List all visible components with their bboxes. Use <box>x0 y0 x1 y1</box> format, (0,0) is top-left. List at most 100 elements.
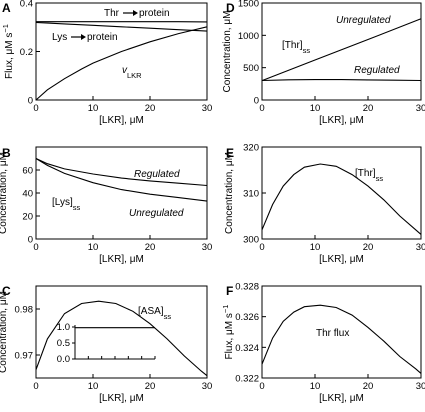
panel-e-y-tick-label: 320 <box>243 143 259 154</box>
series-label-lys-ss: [Lys]ss <box>52 197 81 212</box>
panel-e-x-tick-label: 0 <box>259 242 264 253</box>
panel-f-frame <box>261 285 422 379</box>
panel-e-x-tick-label: 20 <box>363 242 374 253</box>
panel-f-chart: 0 10 20 30 0.322 0.324 0.326 0.328 [LKR], μM Flux… <box>221 282 425 405</box>
panel-b-frame <box>35 146 208 240</box>
panel-label-f: F <box>226 284 233 298</box>
panel-b-series-line-0 <box>35 157 208 187</box>
panel-d-x-axis-label: [LKR], μM <box>319 115 364 126</box>
panel-d-y-tick-label: 1000 <box>238 31 259 42</box>
panel-d-y-tick-label: 0 <box>254 96 259 107</box>
panel-e-y-tick-label: 300 <box>243 235 259 246</box>
panel-f-y-tick-label: 0.328 <box>235 282 259 293</box>
panel-d-y-axis-label: Concentration, μM <box>222 11 233 93</box>
panel-d-x-tick-label: 0 <box>259 103 264 114</box>
series-label-unregulated: Unregulated <box>129 208 184 219</box>
arrowhead-icon <box>81 34 86 40</box>
panel-e-y-axis-label: Concentration, μM <box>224 152 235 234</box>
panel-b-x-tick-label: 20 <box>145 242 156 253</box>
panel-b-y-axis-label: Concentration, μM <box>0 152 9 234</box>
series-label-thr-flux: Thr flux <box>316 328 349 339</box>
arrowhead-icon <box>133 10 138 16</box>
panel-b-y-tick-label: 40 <box>22 189 33 200</box>
panel-c-chart: 0 10 20 30 0.97 0.98 [LKR], μM Concentration, μ… <box>0 285 212 404</box>
panel-label-c: C <box>2 284 11 298</box>
panel-d-x-tick-label: 10 <box>310 103 321 114</box>
panel-e-chart: 0 10 20 30 300 310 320 [LKR], μM Concentration, … <box>224 143 425 266</box>
panel-b-y-tick-label: 0 <box>28 235 33 246</box>
panel-c-x-tick-label: 10 <box>88 381 99 392</box>
series-label-regulated: Regulated <box>354 65 400 76</box>
panel-f-y-tick-label: 0.326 <box>235 312 259 323</box>
series-label-thr-ss: [Thr]ss <box>355 168 383 183</box>
panel-label-b: B <box>2 146 11 160</box>
panel-b-y-tick-label: 20 <box>22 212 33 223</box>
inset-chart: 0.0 0.5 1.0 <box>57 322 156 365</box>
panel-d-y-tick-label: 500 <box>243 63 259 74</box>
panel-f-x-axis-label: [LKR], μM <box>319 393 364 404</box>
panel-b-x-tick-label: 30 <box>202 242 213 253</box>
panel-f-series-line-0 <box>261 304 422 374</box>
panel-f-x-tick-label: 30 <box>416 381 425 392</box>
inset-y-tick-label: 1.0 <box>57 322 70 333</box>
panel-b-series-line-1 <box>35 158 208 202</box>
series-label-vlkr: vLKR <box>122 65 142 80</box>
panel-e-series-line-0 <box>261 163 422 235</box>
series-label-unregulated: Unregulated <box>336 15 391 26</box>
series-label-lys-suffix: protein <box>87 32 118 43</box>
panel-f-x-tick-label: 0 <box>259 381 264 392</box>
panel-f-y-axis-label: Flux, μM s−1 <box>221 305 236 360</box>
panel-label-d: D <box>226 1 235 15</box>
panel-e-x-axis-label: [LKR], μM <box>319 254 364 265</box>
panel-d-x-tick-label: 20 <box>363 103 374 114</box>
panel-a-x-axis-label: [LKR], μM <box>99 115 144 126</box>
panel-b-x-tick-label: 10 <box>88 242 99 253</box>
panel-a-x-tick-label: 0 <box>33 103 38 114</box>
panel-label-e: E <box>226 146 234 160</box>
panel-c-x-axis-label: [LKR], μM <box>99 393 144 404</box>
panel-b-x-axis-label: [LKR], μM <box>99 254 144 265</box>
panel-a-y-axis-label: Flux, μM s−1 <box>1 24 16 79</box>
series-label-lys: Lys <box>52 32 67 43</box>
panel-label-a: A <box>2 1 11 15</box>
panel-e-x-tick-label: 10 <box>310 242 321 253</box>
panel-e-x-tick-label: 30 <box>416 242 425 253</box>
series-label-thr: Thr <box>104 8 120 19</box>
panel-f-y-tick-label: 0.324 <box>235 343 259 354</box>
panel-b-x-tick-label: 0 <box>33 242 38 253</box>
panel-c-x-tick-label: 0 <box>33 381 38 392</box>
panel-c-y-tick-label: 0.97 <box>15 351 34 362</box>
panel-c-series-line-0 <box>35 300 208 377</box>
series-label-regulated: Regulated <box>134 169 180 180</box>
panel-d-x-tick-label: 30 <box>416 103 425 114</box>
panel-d-y-tick-label: 1500 <box>238 0 259 10</box>
inset-y-tick-label: 0.0 <box>57 354 70 365</box>
panel-c-y-axis-label: Concentration, μM <box>0 291 9 373</box>
panel-a-series-line-1 <box>35 21 208 32</box>
panel-a-chart: 0 10 20 30 0 0.2 0.4 [LKR], μM Flux, μM s−1 Thr pr… <box>1 0 213 126</box>
panel-c-x-tick-label: 20 <box>145 381 156 392</box>
panel-e-frame <box>261 146 422 240</box>
panel-b-chart: 0 10 20 30 0 20 40 60 [LKR], μM Concentration, μM… <box>0 146 213 265</box>
panel-a-y-tick-label: 0.4 <box>20 0 33 10</box>
panel-a-x-tick-label: 20 <box>145 103 156 114</box>
panel-a-series-line-2 <box>35 26 208 101</box>
inset-y-tick-label: 0.5 <box>57 338 70 349</box>
panel-d-chart: 0 10 20 30 0 500 1000 1500 [LKR], μM Concentratio… <box>222 0 425 126</box>
panel-c-frame <box>35 285 208 379</box>
panel-a-y-tick-label: 0 <box>28 96 33 107</box>
panel-a-x-tick-label: 30 <box>202 103 213 114</box>
panel-d-series-line-0 <box>261 18 422 82</box>
series-label-thr-suffix: protein <box>139 8 170 19</box>
panel-d-frame <box>261 2 422 101</box>
panel-a-y-tick-label: 0.2 <box>20 47 33 58</box>
panel-d-series-line-1 <box>261 79 422 82</box>
panel-f-x-tick-label: 20 <box>363 381 374 392</box>
panel-e-y-tick-label: 310 <box>243 189 259 200</box>
series-label-asa-ss: [ASA]ss <box>138 306 171 321</box>
panel-f-x-tick-label: 10 <box>310 381 321 392</box>
series-label-thr-ss: [Thr]ss <box>282 40 310 55</box>
panel-c-y-tick-label: 0.98 <box>15 305 34 316</box>
panel-f-y-tick-label: 0.322 <box>235 374 259 385</box>
